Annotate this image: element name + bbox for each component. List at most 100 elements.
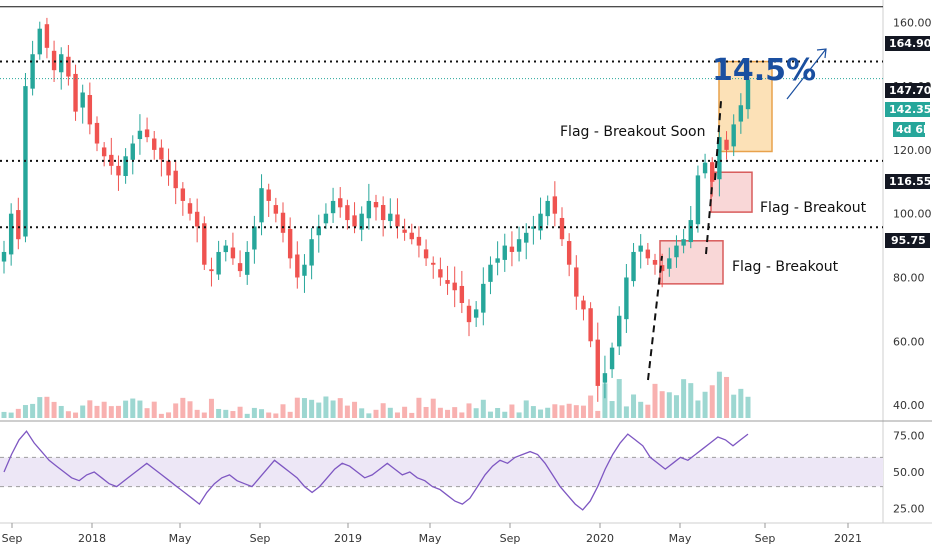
- volume-bar: [738, 388, 744, 418]
- volume-bar: [638, 401, 644, 418]
- candle-body: [466, 305, 472, 323]
- volume-bar: [1, 411, 7, 418]
- volume-bar: [287, 411, 293, 418]
- candle-body: [745, 79, 751, 110]
- target-percent-label: 14.5%: [712, 53, 816, 88]
- volume-bar: [237, 406, 243, 418]
- volume-bar: [573, 405, 579, 418]
- candle-body: [144, 129, 150, 138]
- candle-body: [223, 245, 228, 253]
- volume-bar: [151, 401, 157, 418]
- candle-body: [588, 308, 593, 342]
- volume-bar: [80, 405, 86, 418]
- candle-body: [252, 226, 257, 250]
- candle-body: [259, 188, 264, 223]
- candle-body: [645, 249, 651, 259]
- candle-body: [202, 223, 207, 265]
- volume-bar: [373, 409, 379, 418]
- volume-bar: [466, 403, 472, 418]
- volume-bar: [623, 406, 629, 418]
- volume-bar: [552, 404, 558, 418]
- pole-line-3: [714, 100, 722, 181]
- candle-body: [602, 373, 608, 383]
- volume-bar: [509, 404, 515, 418]
- candle-body: [724, 139, 729, 150]
- volume-bar: [101, 401, 107, 418]
- candle-body: [717, 137, 722, 180]
- price-tick-label: 80.00: [893, 271, 925, 284]
- candle-body: [617, 315, 622, 347]
- volume-bar: [230, 411, 236, 418]
- candle-body: [187, 203, 193, 214]
- volume-bar: [416, 397, 422, 418]
- candle-body: [502, 245, 507, 260]
- time-tick-label: 2020: [586, 532, 614, 545]
- annotation-flag-breakout-lower: Flag - Breakout: [732, 259, 839, 275]
- volume-bar: [559, 405, 565, 418]
- volume-bar: [273, 413, 279, 418]
- candle-body: [538, 213, 543, 231]
- volume-bar: [380, 403, 386, 418]
- candle-body: [323, 213, 329, 224]
- volume-bar: [352, 401, 358, 418]
- candle-body: [423, 249, 429, 259]
- volume-bar: [473, 408, 479, 418]
- time-tick-label: May: [669, 532, 692, 545]
- volume-bar: [402, 406, 408, 418]
- candle-body: [366, 200, 372, 219]
- volume-bar: [65, 411, 71, 418]
- candle-body: [652, 259, 658, 265]
- candle-body: [159, 147, 164, 160]
- candle-body: [287, 228, 293, 259]
- candle-body: [209, 269, 214, 272]
- candle-body: [80, 92, 85, 108]
- svg-text:147.70: 147.70: [889, 84, 932, 97]
- time-tick-labels: Sep 2018 May Sep 2019 May Sep 2020 May Sep 2021: [2, 523, 862, 545]
- level-tag-116: 116.55: [885, 174, 931, 189]
- candle-body: [674, 245, 679, 258]
- volume-bar: [44, 396, 50, 418]
- volume-bar: [187, 401, 193, 418]
- volume-bar: [688, 383, 694, 418]
- candle-body: [330, 200, 336, 214]
- candle-body: [473, 309, 479, 318]
- volume-bar: [423, 406, 429, 418]
- svg-text:4d 6h: 4d 6h: [896, 123, 931, 136]
- candle-body: [216, 251, 221, 275]
- candle-body: [731, 124, 736, 147]
- target-arrow: [786, 48, 827, 100]
- volume-bar: [516, 412, 522, 418]
- volume-bar: [523, 400, 529, 418]
- candle-body: [295, 254, 300, 278]
- volume-bar: [387, 407, 393, 418]
- candle-body: [667, 258, 672, 269]
- rsi-line: [3, 430, 749, 511]
- volume-bar: [645, 404, 651, 418]
- time-tick-label: Sep: [500, 532, 521, 545]
- volume-bar: [459, 412, 465, 418]
- volume-bar: [566, 403, 572, 418]
- candle-body: [395, 214, 400, 227]
- volume-bar: [409, 412, 415, 418]
- volume-bar: [216, 408, 222, 418]
- volume-bar: [673, 395, 679, 418]
- candle-body: [481, 283, 486, 313]
- volume-bars: [1, 371, 751, 418]
- volume-bar: [166, 412, 172, 418]
- flag-box-breakout-upper: [710, 171, 753, 213]
- volume-bar: [194, 409, 200, 418]
- candle-body: [710, 162, 715, 182]
- candle-body: [509, 246, 515, 252]
- candle-body: [359, 213, 364, 230]
- volume-bar: [316, 402, 322, 418]
- volume-bar: [323, 396, 329, 418]
- candle-body: [152, 138, 157, 150]
- candle-body: [595, 339, 600, 386]
- candle-body: [409, 232, 414, 240]
- candle-body: [738, 105, 744, 122]
- candle-body: [94, 122, 100, 144]
- volume-bar: [530, 406, 536, 418]
- candle-body: [101, 147, 107, 157]
- candle-body: [552, 196, 558, 214]
- candle-body: [638, 245, 643, 252]
